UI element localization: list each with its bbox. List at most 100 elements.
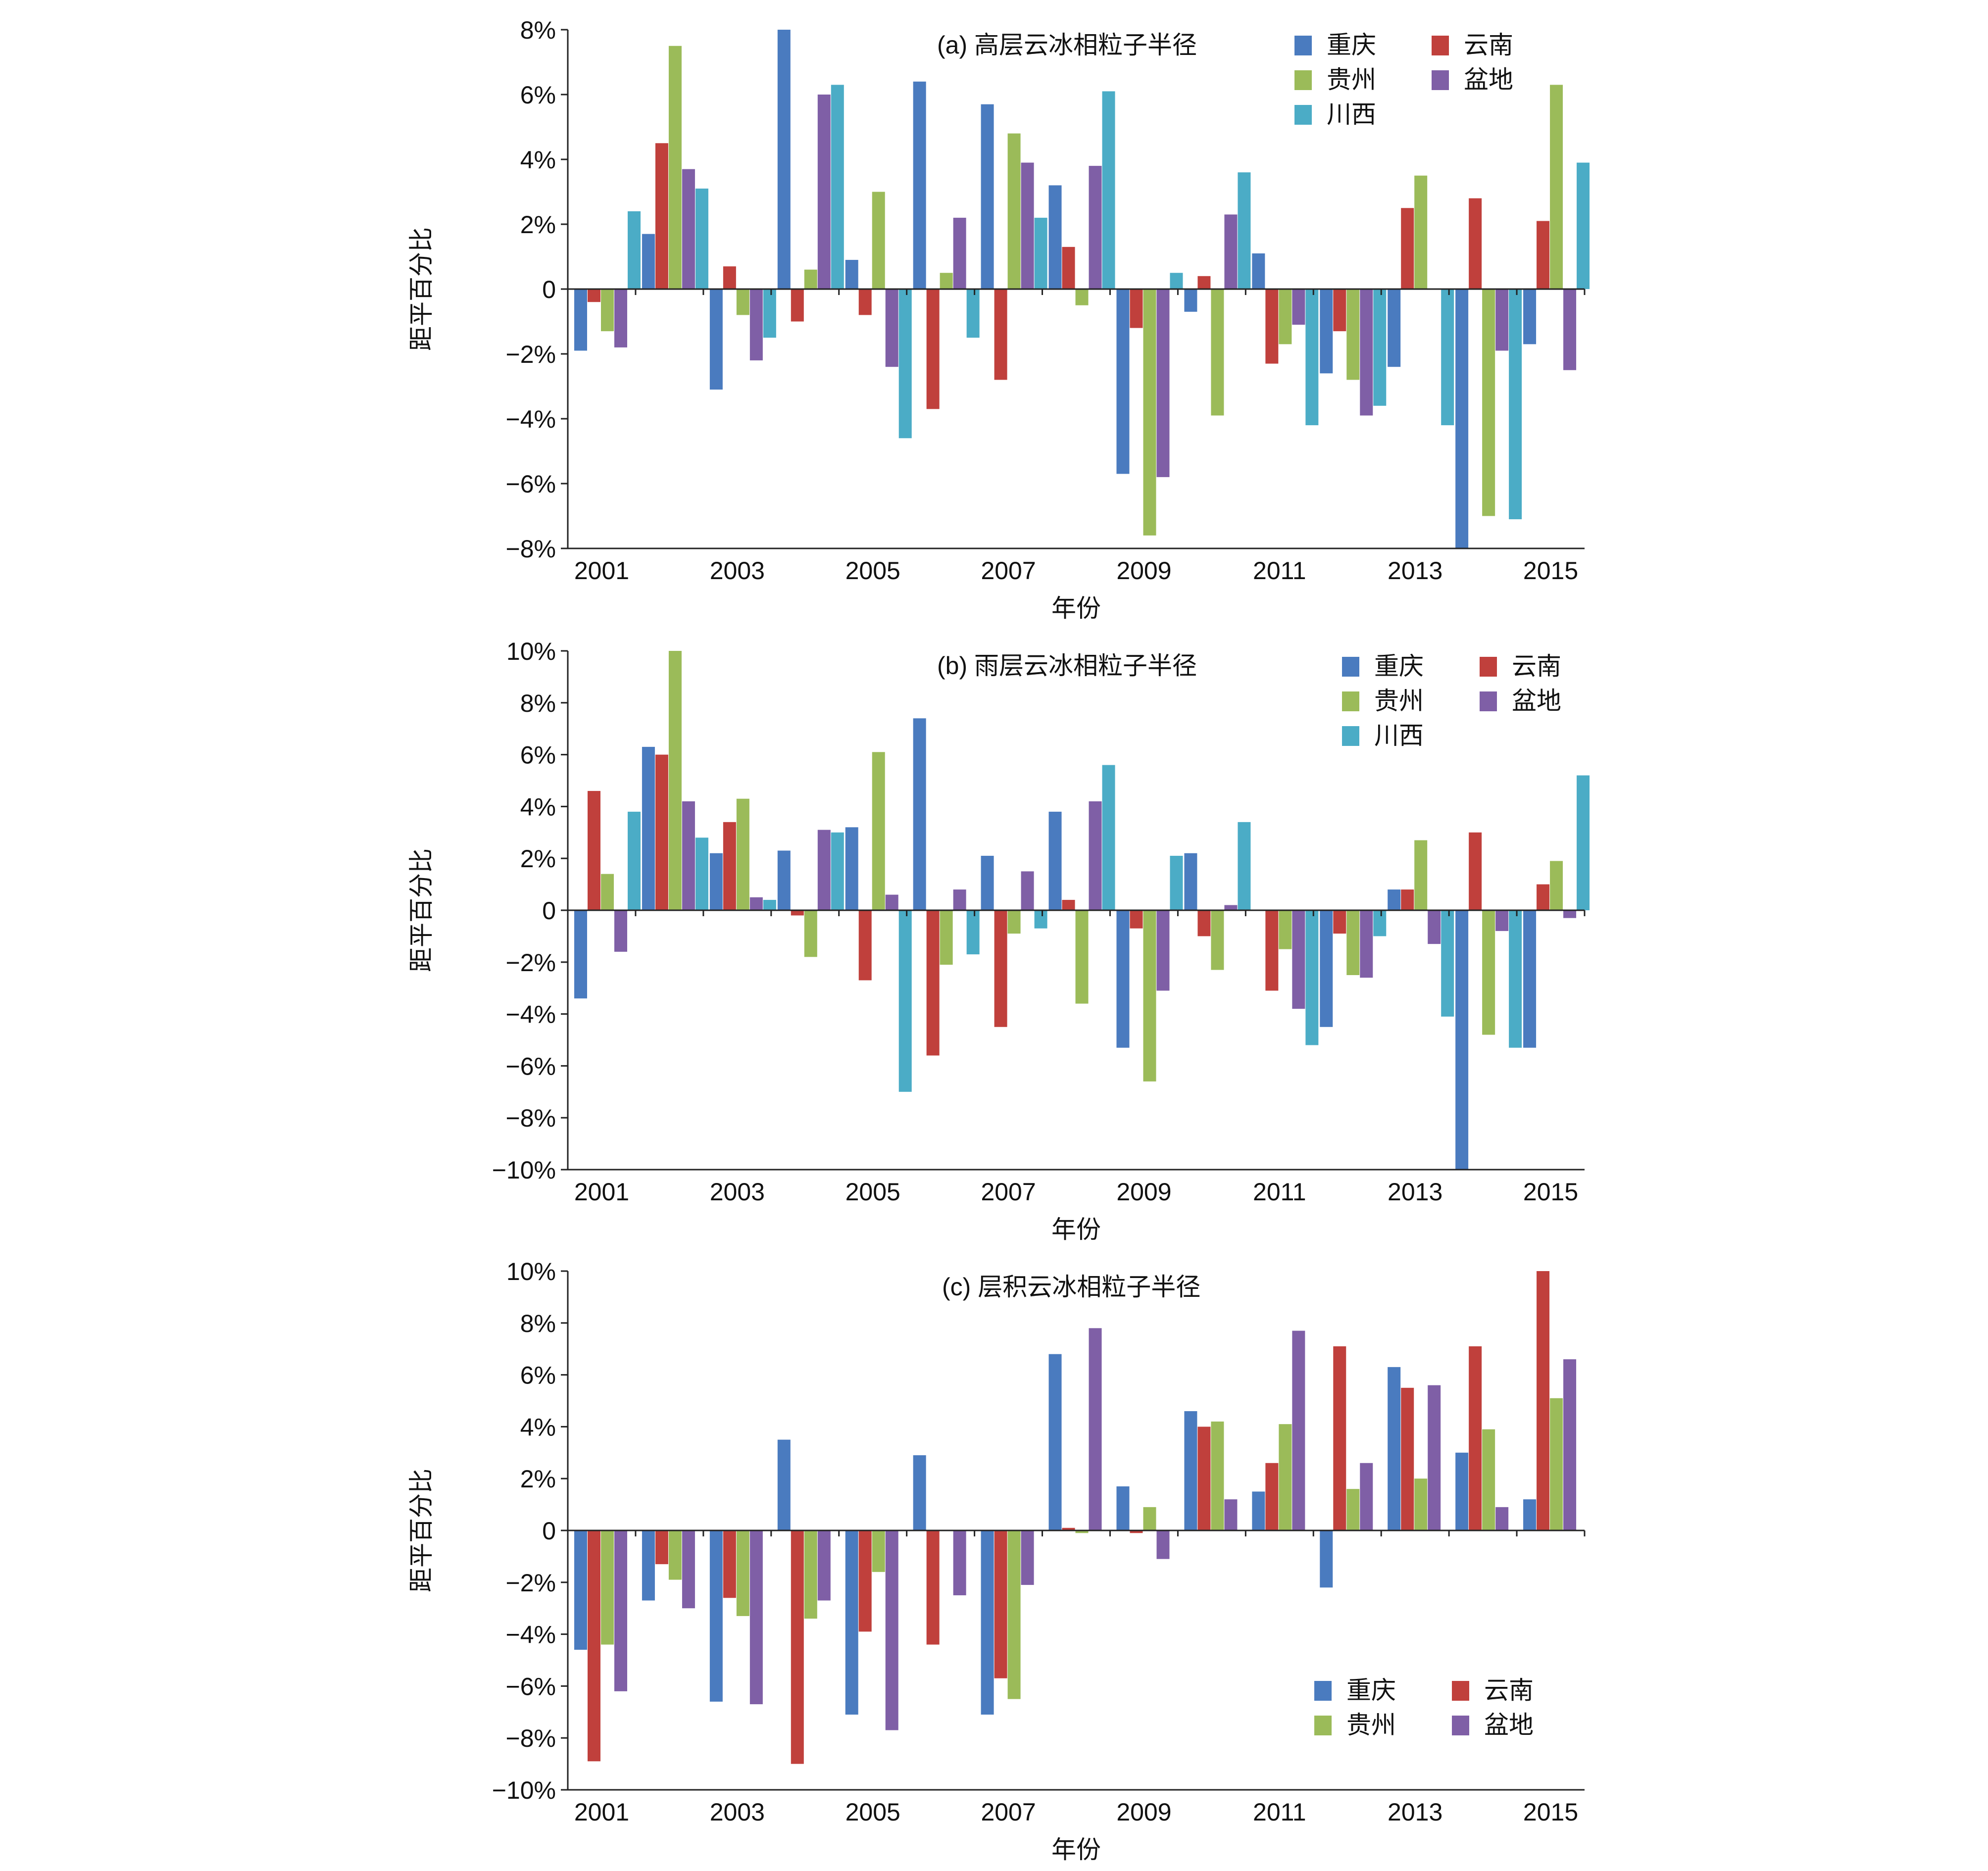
bar-重庆-2007 bbox=[981, 104, 994, 289]
bar-川西-2003 bbox=[763, 289, 776, 338]
bar-盆地-2013 bbox=[1428, 1385, 1441, 1530]
bar-盆地-2008 bbox=[1089, 801, 1102, 910]
y-tick-label: −2% bbox=[506, 949, 556, 977]
bar-川西-2014 bbox=[1509, 289, 1522, 520]
chart-title: (c) 层积云冰相粒子半径 bbox=[942, 1273, 1200, 1301]
x-tick-label: 2015 bbox=[1523, 557, 1578, 585]
x-tick-label: 2003 bbox=[710, 557, 765, 585]
bar-贵州-2014 bbox=[1482, 910, 1495, 1035]
x-tick-label: 2001 bbox=[574, 1798, 629, 1826]
y-axis-label: 距平百分比 bbox=[407, 1469, 435, 1592]
bar-重庆-2008 bbox=[1048, 185, 1062, 289]
x-tick-label: 2013 bbox=[1388, 557, 1442, 585]
bar-重庆-2010 bbox=[1184, 289, 1197, 312]
legend-label: 重庆 bbox=[1346, 1676, 1396, 1704]
bar-云南-2013 bbox=[1401, 889, 1414, 910]
bar-重庆-2013 bbox=[1388, 889, 1401, 910]
bar-重庆-2006 bbox=[913, 1455, 926, 1530]
bar-重庆-2011 bbox=[1252, 253, 1265, 289]
bar-云南-2006 bbox=[926, 1530, 940, 1645]
bar-云南-2011 bbox=[1265, 289, 1279, 364]
bar-川西-2015 bbox=[1577, 775, 1590, 910]
bar-盆地-2005 bbox=[885, 894, 898, 910]
legend-swatch-云南 bbox=[1480, 657, 1497, 677]
y-tick-label: −6% bbox=[506, 1052, 556, 1080]
bar-重庆-2003 bbox=[709, 1530, 723, 1702]
bar-贵州-2015 bbox=[1550, 1398, 1563, 1530]
bar-盆地-2009 bbox=[1156, 910, 1170, 991]
bar-川西-2008 bbox=[1102, 91, 1115, 289]
bar-贵州-2009 bbox=[1143, 1507, 1156, 1530]
legend-swatch-重庆 bbox=[1294, 36, 1312, 55]
y-tick-label: 10% bbox=[506, 1258, 556, 1285]
x-tick-label: 2011 bbox=[1253, 1798, 1306, 1826]
bar-盆地-2006 bbox=[953, 1530, 966, 1595]
bar-盆地-2005 bbox=[885, 289, 898, 367]
bar-贵州-2003 bbox=[736, 289, 749, 315]
bar-云南-2013 bbox=[1401, 208, 1414, 289]
legend-swatch-云南 bbox=[1452, 1681, 1469, 1701]
y-tick-label: 8% bbox=[520, 16, 556, 44]
legend-label: 贵州 bbox=[1374, 687, 1424, 715]
bar-云南-2001 bbox=[588, 1530, 600, 1762]
bar-川西-2003 bbox=[763, 900, 776, 910]
x-tick-label: 2003 bbox=[710, 1178, 765, 1206]
chart-title: (b) 雨层云冰相粒子半径 bbox=[937, 652, 1197, 680]
x-tick-label: 2009 bbox=[1116, 1798, 1171, 1826]
bar-重庆-2011 bbox=[1252, 1491, 1265, 1530]
bar-重庆-2014 bbox=[1455, 910, 1469, 1170]
legend-label: 云南 bbox=[1464, 31, 1513, 59]
bar-云南-2005 bbox=[858, 289, 872, 315]
bar-盆地-2010 bbox=[1224, 1499, 1238, 1530]
x-tick-label: 2001 bbox=[574, 557, 629, 585]
bar-贵州-2001 bbox=[601, 874, 614, 910]
bar-云南-2006 bbox=[926, 289, 940, 409]
bar-云南-2001 bbox=[588, 289, 600, 302]
bar-重庆-2013 bbox=[1388, 1367, 1401, 1530]
bar-贵州-2011 bbox=[1279, 289, 1292, 345]
bar-盆地-2011 bbox=[1292, 289, 1305, 325]
bar-盆地-2005 bbox=[885, 1530, 898, 1730]
bar-贵州-2007 bbox=[1007, 133, 1021, 289]
bar-川西-2004 bbox=[831, 85, 844, 289]
x-tick-label: 2009 bbox=[1116, 1178, 1171, 1206]
bar-川西-2001 bbox=[628, 811, 641, 910]
legend-label: 贵州 bbox=[1327, 66, 1376, 94]
y-axis-label: 距平百分比 bbox=[407, 227, 435, 351]
bar-川西-2012 bbox=[1373, 910, 1387, 936]
y-tick-label: −4% bbox=[506, 1001, 556, 1029]
bar-盆地-2012 bbox=[1360, 1463, 1373, 1530]
y-tick-label: 4% bbox=[520, 1413, 556, 1441]
legend-label: 重庆 bbox=[1327, 31, 1376, 59]
bar-重庆-2015 bbox=[1523, 1499, 1537, 1530]
bar-盆地-2001 bbox=[614, 289, 627, 347]
bar-重庆-2010 bbox=[1184, 853, 1197, 910]
bar-云南-2002 bbox=[655, 1530, 668, 1565]
bar-云南-2014 bbox=[1469, 832, 1482, 910]
bar-贵州-2010 bbox=[1211, 910, 1224, 970]
bar-贵州-2013 bbox=[1414, 840, 1428, 910]
bar-重庆-2006 bbox=[913, 81, 926, 290]
bar-重庆-2005 bbox=[845, 260, 858, 289]
bar-盆地-2002 bbox=[682, 801, 695, 910]
bar-云南-2007 bbox=[994, 910, 1007, 1027]
bar-贵州-2015 bbox=[1550, 861, 1563, 910]
legend-swatch-重庆 bbox=[1314, 1681, 1332, 1701]
bar-贵州-2012 bbox=[1346, 910, 1360, 975]
x-tick-label: 2007 bbox=[981, 557, 1036, 585]
bar-贵州-2013 bbox=[1414, 175, 1428, 289]
bar-云南-2004 bbox=[791, 910, 804, 916]
y-tick-label: 8% bbox=[520, 1310, 556, 1337]
bars bbox=[574, 1271, 1577, 1764]
bar-盆地-2003 bbox=[749, 289, 763, 361]
bar-重庆-2012 bbox=[1320, 289, 1333, 374]
y-tick-label: −4% bbox=[506, 405, 556, 433]
bar-盆地-2010 bbox=[1224, 905, 1238, 910]
bar-云南-2006 bbox=[926, 910, 940, 1056]
y-tick-label: −10% bbox=[492, 1156, 556, 1184]
bar-盆地-2015 bbox=[1563, 1359, 1577, 1530]
y-tick-label: 6% bbox=[520, 1362, 556, 1389]
legend-swatch-贵州 bbox=[1342, 691, 1359, 711]
y-tick-label: −6% bbox=[506, 470, 556, 498]
bar-川西-2002 bbox=[695, 188, 708, 289]
